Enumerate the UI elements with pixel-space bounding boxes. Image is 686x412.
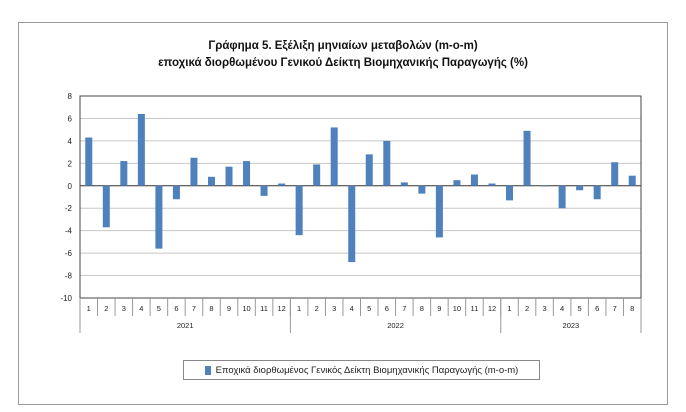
chart-title-line1: Γράφημα 5. Εξέλιξη μηνιαίων μεταβολών (m… (208, 40, 478, 52)
x-tick-label: 5 (578, 304, 582, 313)
y-tick-label: -10 (60, 294, 72, 303)
y-tick-label: 0 (68, 182, 73, 191)
x-tick-label: 6 (385, 304, 389, 313)
x-tick-label: 11 (260, 304, 268, 313)
bar (102, 185, 110, 228)
bar (506, 185, 514, 201)
bar (628, 175, 636, 186)
bar (278, 183, 286, 186)
x-tick-label: 10 (242, 304, 250, 313)
x-tick-label: 7 (192, 304, 196, 313)
x-tick-label: 6 (595, 304, 599, 313)
y-tick-label: -8 (65, 272, 73, 281)
bar (207, 176, 215, 186)
x-tick-label: 3 (122, 304, 126, 313)
x-tick-label: 7 (402, 304, 406, 313)
y-tick-label: 4 (68, 137, 73, 146)
x-tick-label: 12 (488, 304, 496, 313)
x-tick-label: 2 (525, 304, 529, 313)
x-tick-label: 8 (209, 304, 213, 313)
bar (225, 166, 233, 186)
year-label: 2021 (177, 321, 194, 330)
x-tick-label: 9 (437, 304, 441, 313)
x-tick-label: 3 (332, 304, 336, 313)
bar (190, 157, 198, 186)
x-tick-label: 11 (471, 304, 479, 313)
legend-swatch (204, 365, 211, 375)
bar (120, 161, 128, 186)
bar (488, 183, 496, 186)
x-tick-label: 2 (104, 304, 108, 313)
bar (400, 182, 408, 186)
x-tick-label: 9 (227, 304, 231, 313)
bar (523, 130, 531, 186)
bar (435, 185, 443, 238)
bar (611, 162, 619, 186)
x-tick-label: 7 (613, 304, 617, 313)
chart-frame (18, 22, 668, 405)
x-tick-label: 8 (420, 304, 424, 313)
y-tick-label: -2 (65, 204, 73, 213)
bar (172, 185, 180, 200)
y-tick-label: 2 (68, 159, 73, 168)
legend: Εποχικά διορθωμένος Γενικός Δείκτη Βιομη… (183, 360, 540, 380)
legend-label: Εποχικά διορθωμένος Γενικός Δείκτη Βιομη… (215, 364, 519, 376)
bar (137, 113, 145, 186)
x-tick-label: 5 (157, 304, 161, 313)
y-tick-label: -6 (65, 249, 73, 258)
x-tick-label: 10 (453, 304, 461, 313)
y-tick-label: 6 (68, 114, 73, 123)
bar (470, 174, 478, 186)
bar (418, 185, 426, 194)
x-tick-label: 12 (277, 304, 285, 313)
bar (295, 185, 303, 236)
y-tick-label: 8 (68, 92, 73, 101)
x-tick-label: 2 (315, 304, 319, 313)
bar (365, 154, 373, 186)
year-label: 2022 (387, 321, 404, 330)
x-tick-label: 8 (630, 304, 634, 313)
x-tick-label: 3 (542, 304, 546, 313)
bar (155, 185, 163, 249)
bar (453, 180, 461, 186)
bar (260, 185, 268, 196)
x-tick-label: 1 (87, 304, 91, 313)
bar (541, 185, 549, 187)
x-tick-label: 6 (174, 304, 178, 313)
bar (593, 185, 601, 200)
x-tick-label: 5 (367, 304, 371, 313)
x-tick-label: 4 (350, 304, 354, 313)
chart-title-line2: εποχικά διορθωμένου Γενικού Δείκτη Βιομη… (158, 57, 528, 69)
y-tick-label: -4 (65, 227, 73, 236)
bar (330, 127, 338, 186)
bar (85, 137, 93, 186)
bar (348, 185, 356, 263)
plot-area (79, 95, 642, 299)
x-tick-label: 1 (297, 304, 301, 313)
x-tick-label: 1 (507, 304, 511, 313)
bar (243, 161, 251, 186)
year-label: 2023 (563, 321, 580, 330)
bar (558, 185, 566, 209)
x-tick-label: 4 (139, 304, 143, 313)
x-tick-label: 4 (560, 304, 564, 313)
bar (313, 164, 321, 186)
bar (576, 185, 584, 191)
bar (383, 140, 391, 186)
